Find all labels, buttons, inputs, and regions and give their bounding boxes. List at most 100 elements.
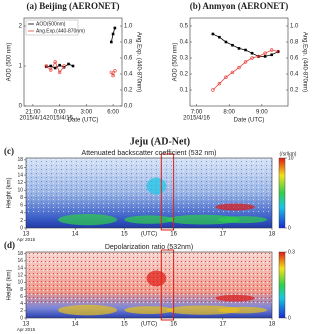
y2-tick-label: 0.2 (124, 88, 133, 94)
data-point (71, 64, 75, 68)
highlight-box (160, 153, 175, 231)
plot-frame (25, 251, 273, 319)
y-tick-label: 8 (20, 195, 23, 201)
y-tick-label: 2 (20, 308, 23, 314)
x-tick-label: 7:00 (191, 110, 203, 116)
data-point (62, 64, 66, 68)
data-point (230, 70, 235, 75)
y-tick-label: 2 (19, 24, 23, 30)
y2-tick-label: 0.4 (290, 72, 299, 78)
data-point (263, 51, 267, 55)
y-tick-label: 0.5 (180, 24, 189, 30)
data-point (113, 26, 117, 30)
data-point (276, 49, 280, 54)
legend-label: AOD(500nm) (36, 21, 66, 27)
y-tick-label: 16 (17, 258, 23, 264)
data-point (250, 51, 254, 55)
y2-tick-label: 0.4 (124, 72, 133, 78)
series-line (46, 61, 116, 77)
y-tick-label: 10 (17, 280, 23, 286)
data-point (49, 64, 53, 68)
plot-frame (25, 157, 273, 229)
data-point (49, 68, 53, 72)
colorbar (278, 157, 286, 229)
y-tick-label: 10 (17, 187, 23, 193)
series-line (212, 49, 279, 91)
y-axis-label: AOD (500 nm) (7, 43, 13, 82)
y2-axis-label: Ang.Exp. (440-870nm) (135, 32, 141, 92)
x-tick-label: 13 (23, 322, 30, 328)
data-point (237, 47, 241, 50)
y-tick-label: 18 (17, 157, 23, 163)
data-point (224, 40, 228, 44)
x-axis-label: Date (UTC) (234, 118, 265, 124)
data-point (243, 60, 248, 64)
data-point (44, 64, 48, 68)
y-tick-label: 14 (17, 265, 23, 271)
data-point (250, 56, 254, 60)
y-tick-label: 18 (17, 251, 23, 257)
y-tick-label: 0 (20, 225, 23, 231)
y2-tick-label: 0.6 (124, 56, 133, 62)
y-tick-label: 14 (17, 172, 23, 178)
x-tick-label: 18 (269, 232, 276, 238)
y-tick-label: 0.4 (180, 40, 189, 46)
x-tick-label: 17 (219, 232, 226, 238)
y-tick-label: 0.2 (180, 72, 189, 78)
data-point (270, 53, 273, 57)
y-tick-label: 0 (20, 315, 23, 321)
data-point (67, 62, 70, 66)
data-point (263, 55, 267, 58)
y-tick-label: 16 (17, 165, 23, 171)
x-tick-label: 13 (23, 232, 30, 238)
y-tick-label: 2 (20, 218, 23, 224)
x-date-label: 2015/4/14 (20, 116, 47, 122)
plot-frame (23, 17, 123, 107)
data-point (217, 81, 222, 86)
data-point (237, 65, 241, 70)
panel-title: Attenuated backscatter coefficient (532 … (82, 150, 217, 157)
panel-label: (d) (4, 240, 15, 250)
y-tick-label: 0.3 (180, 56, 189, 62)
x-tick-label: 6:00 (107, 110, 119, 116)
y-tick-label: 0.1 (180, 88, 189, 94)
y2-axis-label: Ang.Exp. (440-870nm) (301, 32, 307, 92)
x-tick-label: 16 (170, 322, 177, 328)
x-tick-label: 16 (170, 232, 177, 238)
colorbar-tick-label: 0 (288, 225, 291, 231)
x-tick-label: 14 (72, 232, 79, 238)
colorbar (278, 251, 286, 319)
x-tick-label: 8:00 (223, 110, 235, 116)
chart-title: (b) Anmyon (AERONET) (190, 1, 289, 11)
aerosol-layer (166, 305, 241, 315)
series-line (212, 33, 279, 57)
aerosol-layer (57, 304, 118, 316)
legend-box (25, 19, 79, 36)
y-tick-label: 4 (20, 301, 23, 307)
y2-tick-label: 0.6 (290, 56, 299, 62)
panel-title: Depolarization ratio (532nm) (105, 244, 193, 251)
chart-title: (a) Beijing (AERONET) (27, 1, 120, 11)
x-axis-label: Date (UTC) (68, 118, 99, 124)
y-axis-label: Height (km) (7, 269, 13, 300)
data-point (256, 54, 261, 59)
panel-label: (c) (4, 146, 14, 156)
data-point (53, 60, 57, 64)
y2-tick-label: 1.0 (124, 24, 133, 30)
data-point (269, 48, 274, 52)
data-point (231, 43, 234, 47)
legend-label: Ang.Exp.(440-870nm) (36, 28, 85, 34)
x-tick-label: 14 (72, 322, 79, 328)
y-axis-label: Height (km) (7, 177, 13, 208)
y2-tick-label: 1.0 (290, 24, 299, 30)
y-tick-label: 1 (19, 64, 23, 70)
x-date-label: Apr 2015 (17, 237, 36, 242)
y-tick-label: 12 (17, 180, 23, 186)
data-point (218, 35, 221, 39)
y-tick-label: 4 (20, 210, 23, 216)
y-tick-label: 0 (19, 104, 23, 110)
x-tick-label: 21:00 (25, 110, 41, 116)
aerosol-layer (217, 306, 268, 314)
data-point (44, 65, 48, 69)
